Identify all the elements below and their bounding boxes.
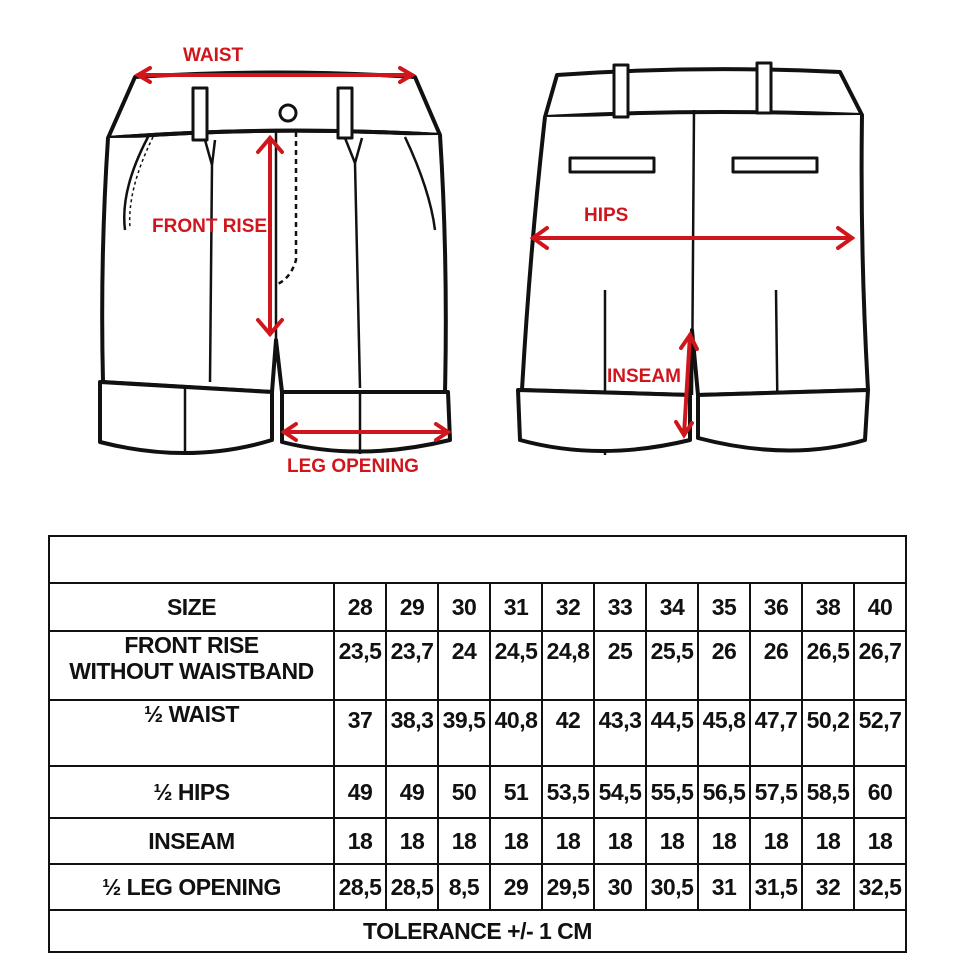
value-cell: 44,5: [645, 699, 699, 767]
size-cell: 36: [749, 582, 803, 632]
measurement-arrows: [134, 66, 856, 442]
size-cell: 35: [697, 582, 751, 632]
size-cell: 34: [645, 582, 699, 632]
value-cell: 32: [801, 863, 855, 911]
back-shorts-drawing: [516, 61, 870, 455]
row-label: FRONT RISE WITHOUT WAISTBAND: [48, 630, 335, 701]
value-cell: 47,7: [749, 699, 803, 767]
value-cell: 24,8: [541, 630, 595, 701]
size-cell: 33: [593, 582, 647, 632]
size-cell: 40: [853, 582, 907, 632]
size-cell: 38: [801, 582, 855, 632]
value-cell: 26,7: [853, 630, 907, 701]
size-cell: 31: [489, 582, 543, 632]
value-cell: 55,5: [645, 765, 699, 819]
size-cell: 28: [333, 582, 387, 632]
value-cell: 18: [333, 817, 387, 865]
tolerance-note: TOLERANCE +/- 1 CM: [48, 909, 907, 953]
value-cell: 38,3: [385, 699, 439, 767]
value-cell: 45,8: [697, 699, 751, 767]
value-cell: 31: [697, 863, 751, 911]
table-row-inseam: INSEAM 18 18 18 18 18 18 18 18 18 18 18: [48, 817, 907, 865]
size-chart-table: SIZE 28 29 30 31 32 33 34 35 36 38 40 FRONT RISE WI…: [48, 535, 907, 953]
value-cell: 18: [645, 817, 699, 865]
value-cell: 28,5: [385, 863, 439, 911]
table-row-tolerance: TOLERANCE +/- 1 CM: [48, 909, 907, 953]
value-cell: 18: [541, 817, 595, 865]
value-cell: 49: [385, 765, 439, 819]
value-cell: 40,8: [489, 699, 543, 767]
value-cell: 26: [697, 630, 751, 701]
row-label: ½ WAIST: [48, 699, 335, 767]
value-cell: 18: [697, 817, 751, 865]
row-label: ½ LEG OPENING: [48, 863, 335, 911]
shorts-measurement-diagram: WAIST FRONT RISE LEG OPENING HIPS INSEAM: [98, 45, 870, 477]
value-cell: 43,3: [593, 699, 647, 767]
front-shorts-drawing: [98, 70, 452, 455]
table-row-size: SIZE 28 29 30 31 32 33 34 35 36 38 40: [48, 582, 907, 632]
table-row-half-hips: ½ HIPS 49 49 50 51 53,5 54,5 55,5 56,5 57,5 58,5 6…: [48, 765, 907, 819]
leg-opening-label: LEG OPENING: [287, 456, 419, 477]
value-cell: 25,5: [645, 630, 699, 701]
value-cell: 26,5: [801, 630, 855, 701]
table-row-half-leg-opening: ½ LEG OPENING 28,5 28,5 8,5 29 29,5 30 30,5 31 3…: [48, 863, 907, 911]
value-cell: 50: [437, 765, 491, 819]
value-cell: 56,5: [697, 765, 751, 819]
value-cell: 18: [801, 817, 855, 865]
size-cell: 30: [437, 582, 491, 632]
value-cell: 32,5: [853, 863, 907, 911]
value-cell: 50,2: [801, 699, 855, 767]
size-header: SIZE: [48, 582, 335, 632]
value-cell: 53,5: [541, 765, 595, 819]
value-cell: 26: [749, 630, 803, 701]
row-label: INSEAM: [48, 817, 335, 865]
value-cell: 29,5: [541, 863, 595, 911]
row-label: ½ HIPS: [48, 765, 335, 819]
table-row-front-rise: FRONT RISE WITHOUT WAISTBAND 23,5 23,7 24 24…: [48, 630, 907, 701]
value-cell: 60: [853, 765, 907, 819]
value-cell: 18: [749, 817, 803, 865]
value-cell: 37: [333, 699, 387, 767]
value-cell: 18: [437, 817, 491, 865]
value-cell: 24: [437, 630, 491, 701]
value-cell: 49: [333, 765, 387, 819]
size-cell: 29: [385, 582, 439, 632]
value-cell: 18: [853, 817, 907, 865]
size-cell: 32: [541, 582, 595, 632]
value-cell: 57,5: [749, 765, 803, 819]
value-cell: 39,5: [437, 699, 491, 767]
waist-label: WAIST: [183, 45, 244, 66]
value-cell: 30: [593, 863, 647, 911]
value-cell: 31,5: [749, 863, 803, 911]
table-row-half-waist: ½ WAIST 37 38,3 39,5 40,8 42 43,3 44,5 45,8 47,7…: [48, 699, 907, 767]
value-cell: 28,5: [333, 863, 387, 911]
value-cell: 42: [541, 699, 595, 767]
value-cell: 24,5: [489, 630, 543, 701]
value-cell: 23,5: [333, 630, 387, 701]
inseam-label: INSEAM: [607, 366, 681, 387]
value-cell: 8,5: [437, 863, 491, 911]
hips-label: HIPS: [584, 205, 628, 226]
value-cell: 18: [593, 817, 647, 865]
inseam-arrow: [682, 333, 692, 437]
value-cell: 58,5: [801, 765, 855, 819]
value-cell: 51: [489, 765, 543, 819]
value-cell: 18: [489, 817, 543, 865]
front-rise-label: FRONT RISE: [152, 216, 267, 237]
value-cell: 29: [489, 863, 543, 911]
value-cell: 18: [385, 817, 439, 865]
value-cell: 52,7: [853, 699, 907, 767]
value-cell: 25: [593, 630, 647, 701]
table-blank-row: [48, 535, 907, 584]
value-cell: 23,7: [385, 630, 439, 701]
value-cell: 30,5: [645, 863, 699, 911]
value-cell: 54,5: [593, 765, 647, 819]
